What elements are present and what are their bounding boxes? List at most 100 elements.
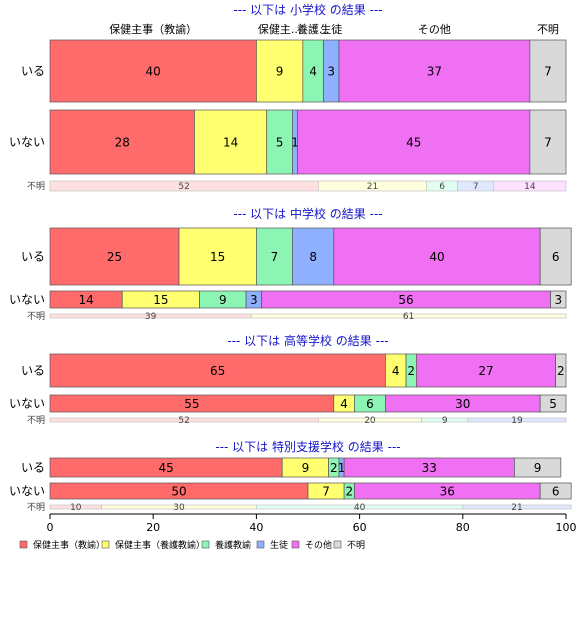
data-label: 19 [511,416,523,426]
row-label: いない [9,135,45,149]
data-label: 56 [398,293,413,307]
data-label: 27 [478,364,493,378]
data-label: 5 [276,136,284,150]
data-label: 2 [407,364,415,378]
row-label: いる [21,364,45,378]
data-label: 1 [291,136,299,150]
data-label: 14 [78,293,93,307]
row-label: いない [9,293,45,307]
data-label: 36 [440,485,455,499]
data-label: 30 [455,397,470,411]
bar-segment [539,227,572,286]
category-label: 生徒 [320,22,342,36]
bar-segment [539,482,572,500]
category-label: 養護... [297,22,330,36]
legend-swatch [101,540,110,549]
data-label: 39 [145,312,157,322]
data-label: 40 [429,250,444,264]
data-label: 61 [403,312,414,322]
row-label: いる [21,250,45,264]
unknown-segment [493,180,567,192]
bar-segment [338,39,531,103]
legend-label: 養護教諭 [215,539,251,551]
data-label: 7 [322,485,330,499]
data-label: 9 [302,461,310,475]
data-label: 6 [552,250,560,264]
row-label: いる [21,64,45,78]
data-label: 52 [178,416,189,426]
x-tick-label: 100 [556,521,577,534]
legend-label: 保健主事（養護教諭） [115,539,205,551]
bar-segment [49,227,180,286]
data-label: 6 [439,182,445,192]
data-label: 25 [107,250,122,264]
row-label: いない [9,397,45,411]
data-label: 55 [184,397,199,411]
category-label: 保健主事（教諭） [109,22,197,36]
legend-swatch [256,540,265,549]
data-label: 14 [223,136,238,150]
data-label: 15 [153,293,168,307]
bar-segment [333,227,541,286]
row-label: 不明 [27,502,45,513]
data-label: 2 [330,461,338,475]
data-label: 4 [309,65,317,79]
data-label: 6 [366,397,374,411]
row-label: 不明 [27,415,45,426]
legend-label: 不明 [347,540,365,551]
bar-segment [529,109,567,175]
panel-title: --- 以下は 中学校 の結果 --- [233,206,382,221]
data-label: 7 [271,250,279,264]
data-label: 65 [210,364,225,378]
data-label: 28 [115,136,130,150]
data-label: 2 [557,364,565,378]
bar-segment [256,39,304,103]
bar-segment [194,109,268,175]
row-label: いない [9,484,45,498]
category-label: 不明 [537,23,559,36]
data-label: 21 [511,503,522,513]
data-label: 45 [406,136,421,150]
data-label: 45 [158,461,173,475]
category-label: その他 [418,23,451,36]
legend-label: 保健主事（教諭） [33,539,105,551]
panel-title: --- 以下は 高等学校 の結果 --- [227,333,388,348]
x-tick-label: 40 [249,521,263,534]
data-label: 5 [549,397,557,411]
data-label: 33 [422,461,437,475]
data-label: 3 [250,293,258,307]
bar-segment [178,227,257,286]
x-tick-label: 20 [146,521,160,534]
data-label: 50 [171,485,186,499]
bar-segment [555,353,567,388]
bar-segment [256,227,293,286]
bar-segment [514,457,562,478]
data-label: 2 [345,485,353,499]
data-label: 9 [534,461,542,475]
data-label: 21 [367,182,378,192]
legend-label: 生徒 [270,539,288,551]
data-label: 9 [276,65,284,79]
data-label: 7 [544,136,552,150]
unknown-segment [250,313,567,319]
data-label: 1 [338,461,346,475]
data-label: 14 [524,182,536,192]
data-label: 3 [554,293,562,307]
data-label: 52 [178,182,189,192]
bar-segment [539,394,567,413]
data-label: 37 [427,65,442,79]
bar-segment [266,109,293,175]
data-label: 7 [473,182,479,192]
x-tick-label: 0 [47,521,54,534]
data-label: 9 [442,416,448,426]
row-label: 不明 [27,311,45,322]
data-label: 6 [552,485,560,499]
bar-segment [529,39,567,103]
data-label: 9 [219,293,227,307]
bar-segment [49,353,386,388]
bar-segment [416,353,557,388]
legend-swatch [291,540,300,549]
bar-segment [49,109,195,175]
category-label: 保健主... [258,22,302,36]
